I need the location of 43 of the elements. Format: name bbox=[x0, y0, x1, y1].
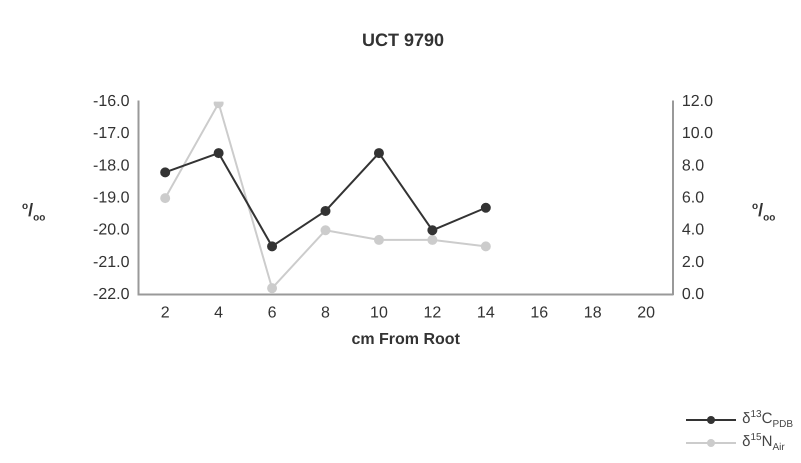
y-tick-label: -18.0 bbox=[93, 157, 130, 174]
point bbox=[160, 167, 170, 178]
y2-tick-label: 0.0 bbox=[682, 286, 704, 304]
point bbox=[427, 234, 438, 245]
point bbox=[320, 225, 331, 236]
point bbox=[267, 241, 278, 252]
point bbox=[267, 283, 278, 294]
point bbox=[214, 148, 224, 158]
y2-tick-label: 12.0 bbox=[682, 93, 714, 110]
y-tick-label: -19.0 bbox=[93, 190, 130, 207]
point bbox=[374, 148, 384, 158]
point bbox=[160, 193, 170, 204]
y2-tick-label: 10.0 bbox=[682, 125, 714, 142]
y2-tick-label: 2.0 bbox=[682, 254, 704, 271]
y2-tick-label: 8.0 bbox=[682, 157, 704, 174]
y-tick-label: -17.0 bbox=[93, 125, 130, 142]
point bbox=[320, 206, 331, 216]
x-tick-label: 4 bbox=[214, 304, 224, 322]
point bbox=[427, 225, 438, 236]
chart-title: UCT 9790 bbox=[362, 30, 444, 50]
y-axis-title: $^{o}$/$_{oo}$ bbox=[22, 200, 46, 224]
x-tick-label: 18 bbox=[584, 304, 602, 322]
y2-tick-label: 4.0 bbox=[682, 222, 704, 239]
x-tick-label: 12 bbox=[423, 304, 442, 322]
x-tick-label: 6 bbox=[268, 304, 277, 322]
x-axis-title: cm From Root bbox=[351, 330, 461, 348]
point bbox=[480, 202, 491, 213]
x-tick-label: 10 bbox=[370, 304, 388, 322]
y-tick-label: -21.0 bbox=[93, 254, 130, 271]
y-tick-label: -16.0 bbox=[93, 93, 130, 110]
y-tick-label: -20.0 bbox=[93, 222, 130, 239]
x-tick-label: 14 bbox=[476, 304, 495, 322]
x-tick-label: 2 bbox=[160, 304, 170, 322]
y-tick-label: -22.0 bbox=[93, 286, 130, 304]
point bbox=[374, 234, 384, 245]
y2-axis-title: $^{o}$/$_{oo}$ bbox=[752, 200, 776, 224]
x-tick-label: 8 bbox=[321, 304, 330, 322]
x-tick-label: 16 bbox=[530, 304, 548, 322]
point bbox=[480, 241, 491, 252]
y2-tick-label: 6.0 bbox=[682, 190, 704, 207]
legend-label: δ$^{15}$N$_{Air}$ bbox=[742, 432, 785, 453]
x-tick-label: 20 bbox=[637, 304, 656, 322]
legend-label: δ$^{13}$C$_{PDB}$ bbox=[742, 409, 793, 430]
